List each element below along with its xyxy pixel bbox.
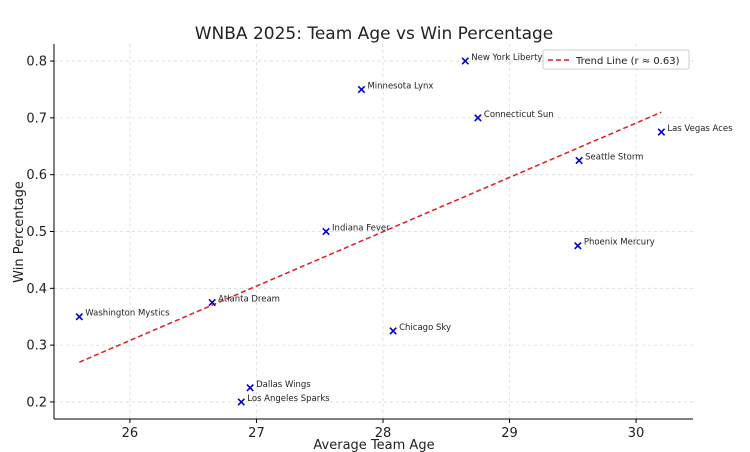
data-point-label: Connecticut Sun	[484, 110, 554, 120]
y-tick-label: 0.7	[26, 111, 47, 126]
data-point	[461, 57, 470, 65]
data-point-label: Dallas Wings	[256, 380, 311, 390]
data-point	[237, 398, 246, 406]
data-point-marker	[474, 114, 482, 122]
legend: Trend Line (r ≈ 0.63)	[542, 49, 690, 70]
y-tick-label: 0.5	[26, 225, 47, 240]
x-tick-label: 26	[122, 426, 139, 441]
x-axis-title: Average Team Age	[313, 438, 434, 452]
data-point	[357, 85, 366, 94]
y-tick-label: 0.8	[26, 55, 47, 70]
data-point-marker	[657, 128, 666, 136]
points-layer	[75, 57, 666, 406]
data-point-label: Minnesota Lynx	[367, 81, 433, 91]
x-tick-label: 27	[248, 426, 265, 441]
axes: 26 27 28 29 30 0.2 0.3 0.4 0.5 0.6 0.7 0.8	[26, 44, 693, 441]
grid	[54, 44, 693, 419]
legend-box	[542, 49, 690, 70]
trend-line-layer	[79, 111, 662, 363]
data-point	[246, 383, 254, 392]
data-point-marker	[246, 383, 254, 392]
data-point	[575, 156, 583, 165]
trend-line	[79, 111, 662, 363]
data-point-marker	[575, 156, 583, 165]
data-point	[389, 327, 397, 335]
data-point-marker	[75, 312, 84, 321]
data-point-marker	[208, 298, 216, 307]
data-point-marker	[461, 57, 470, 65]
data-point-marker	[574, 241, 582, 250]
data-point-label: Indiana Fever	[332, 224, 390, 234]
data-point-marker	[322, 227, 330, 236]
data-point-label: Las Vegas Aces	[667, 124, 733, 134]
data-point-label: New York Liberty	[471, 53, 542, 63]
y-tick-label: 0.2	[26, 395, 47, 410]
data-point-label: Chicago Sky	[399, 323, 451, 333]
y-tick-label: 0.3	[26, 339, 47, 354]
data-point-marker	[357, 85, 366, 94]
x-tick-label: 28	[375, 426, 392, 441]
x-tick-label: 29	[501, 426, 518, 441]
data-point-label: Washington Mystics	[85, 309, 170, 319]
data-point-label: Seattle Storm	[585, 152, 643, 162]
data-point-marker	[389, 327, 397, 335]
x-tick-label: 30	[628, 426, 645, 441]
data-point	[208, 298, 216, 307]
point-labels-layer: New York Liberty Minnesota Lynx Connecticu…	[85, 53, 733, 404]
legend-trend-label: Trend Line (r ≈ 0.63)	[575, 56, 680, 67]
y-tick-label: 0.6	[26, 168, 47, 183]
y-tick-label: 0.4	[26, 282, 47, 297]
data-point-marker	[237, 398, 246, 406]
data-point	[474, 114, 482, 122]
data-point	[75, 312, 84, 321]
data-point	[574, 241, 582, 250]
data-point	[657, 128, 666, 136]
data-point-label: Atlanta Dream	[218, 295, 280, 305]
data-point	[322, 227, 330, 236]
y-axis-title: Win Percentage	[12, 181, 27, 283]
data-point-label: Phoenix Mercury	[584, 238, 655, 248]
data-point-label: Los Angeles Sparks	[247, 394, 330, 404]
chart-title: WNBA 2025: Team Age vs Win Percentage	[195, 24, 554, 44]
